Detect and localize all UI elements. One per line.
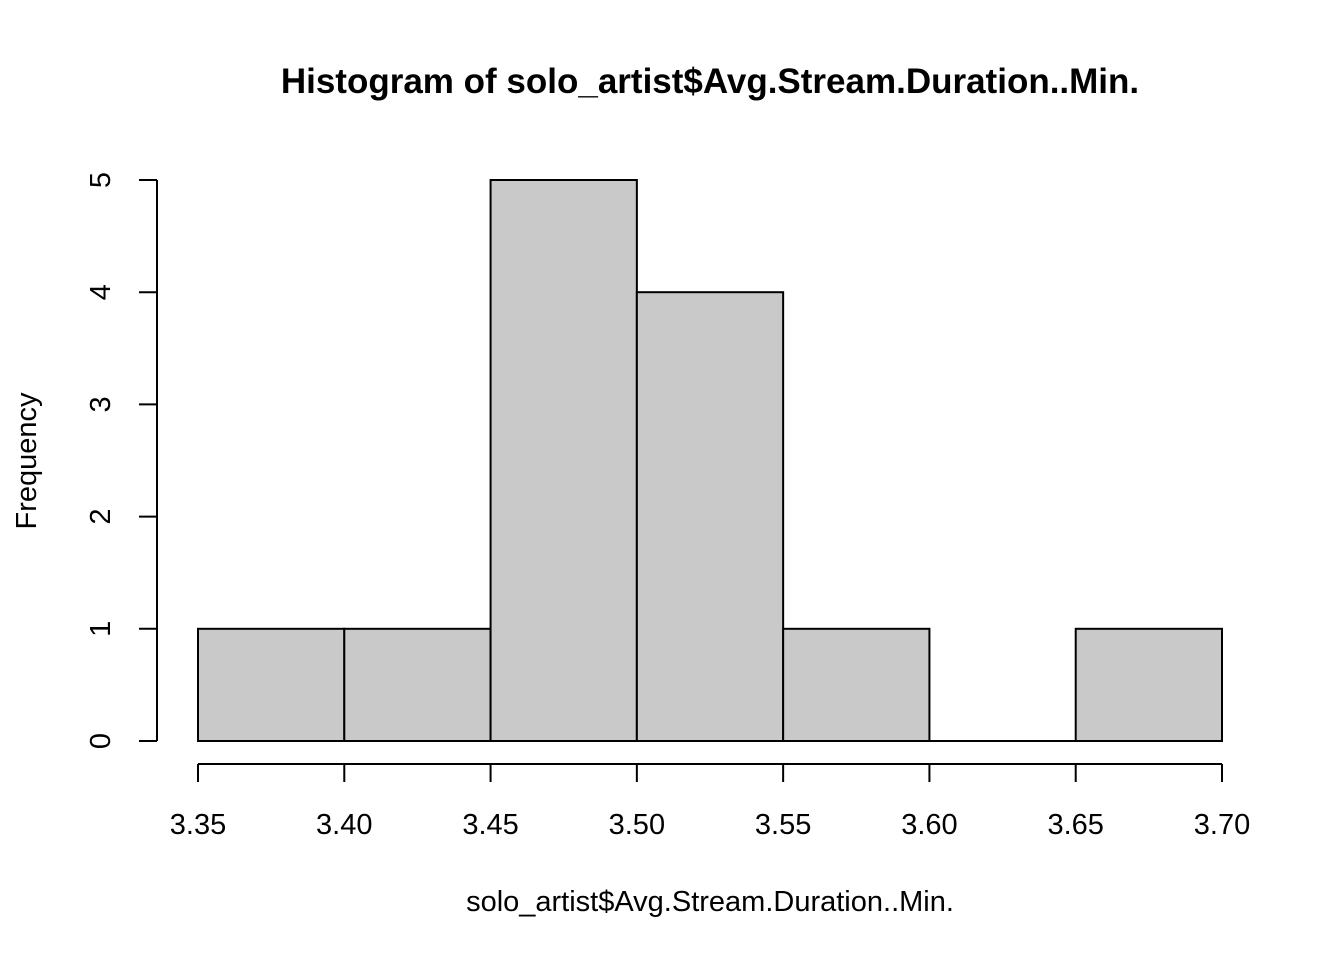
y-tick-label: 4 [85,284,117,300]
x-tick-label: 3.45 [462,809,518,841]
bars-group [197,179,1223,742]
x-tick-label: 3.40 [316,809,372,841]
histogram-bar-0 [197,627,346,742]
x-axis-label: solo_artist$Avg.Stream.Duration..Min. [466,886,954,918]
x-tick-label: 3.70 [1194,809,1250,841]
x-tick-label: 3.55 [755,809,811,841]
y-tick-label: 0 [85,733,117,749]
y-tick-label: 1 [85,621,117,637]
y-tick-label: 3 [85,396,117,412]
x-axis: 3.35 3.40 3.45 3.50 3.55 3.60 3.65 3.70 [170,763,1250,841]
histogram-bar-6 [1074,627,1223,742]
chart-title: Histogram of solo_artist$Avg.Stream.Dura… [281,62,1139,101]
y-tick-label: 5 [85,172,117,188]
histogram-bar-2 [489,179,638,742]
histogram-bar-4 [782,627,931,742]
y-axis: 0 1 2 3 4 5 [85,172,158,749]
histogram-bar-1 [343,627,492,742]
x-tick-label: 3.35 [170,809,226,841]
y-tick-label: 2 [85,509,117,525]
x-tick-label: 3.50 [609,809,665,841]
x-tick-label: 3.65 [1047,809,1103,841]
x-tick-label: 3.60 [901,809,957,841]
y-axis-label: Frequency [11,392,43,530]
histogram-bar-3 [635,291,785,742]
